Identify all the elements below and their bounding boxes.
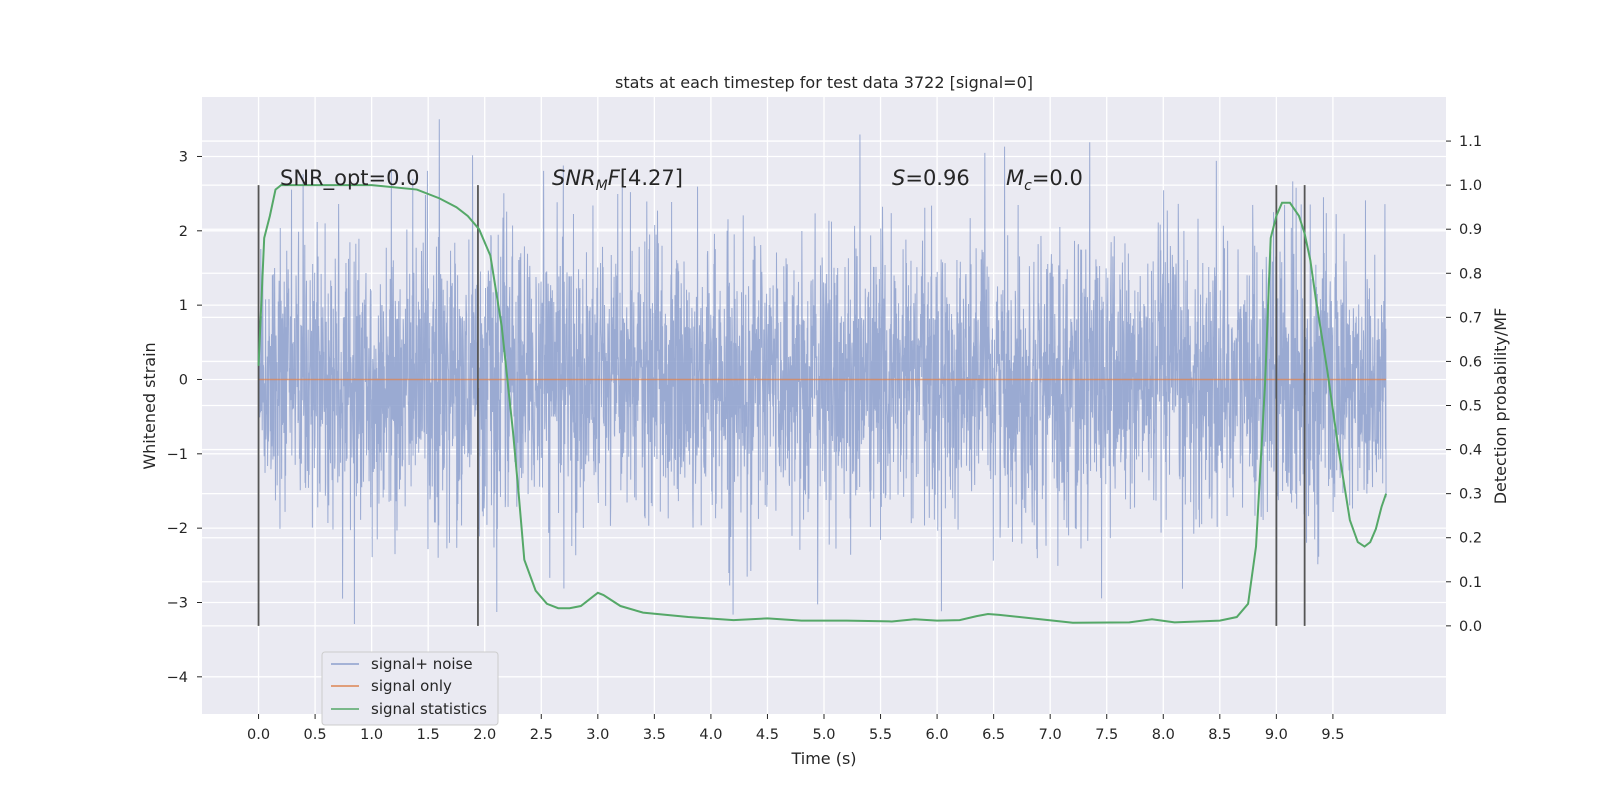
x-tick-label: 2.0 [473,727,496,743]
signal-statistics-line [257,184,1388,624]
x-tick-label: 6.5 [982,727,1005,743]
y-right-tick-label: 0.5 [1459,399,1482,415]
y-tick-label: 3 [179,149,188,165]
legend-label-signal-statistics: signal statistics [371,700,487,718]
x-tick-label: 5.0 [812,727,835,743]
y-right-tick-label: 0.7 [1459,310,1482,326]
signal-noise-series [258,119,1387,625]
signal-noise-line [258,119,1387,625]
x-tick-label: 3.0 [586,727,609,743]
x-tick-label: 1.0 [360,727,383,743]
x-tick-label: 4.5 [756,727,779,743]
y-right-tick-label: 0.1 [1459,575,1482,591]
legend-label-signal-noise: signal+ noise [371,655,473,673]
annotation-s: S=0.96 [892,166,970,190]
x-tick-label: 9.5 [1321,727,1344,743]
y-right-tick-label: 0.8 [1459,266,1482,282]
y-right-tick-label: 1.1 [1459,134,1482,150]
x-tick-label: 4.0 [699,727,722,743]
annotation-snr-mf-value: [4.27] [620,166,683,190]
y-right-tick-label: 1.0 [1459,178,1482,194]
annotation-s-value: =0.96 [905,166,969,190]
x-tick-label: 7.5 [1095,727,1118,743]
y-right-tick-label: 0.9 [1459,222,1482,238]
x-tick-label: 6.0 [926,727,949,743]
y-axis-right-label: Detection probability/MF [1491,308,1510,505]
y-tick-label: 2 [179,224,188,240]
annotation-snr-mf: SNRMF[4.27] [552,166,683,194]
y-axis-label: Whitened strain [140,342,159,469]
y-right-tick-label: 0.4 [1459,443,1482,459]
x-axis-label: Time (s) [790,749,856,768]
x-tick-label: 3.5 [643,727,666,743]
annotation-snr-opt: SNR_opt=0.0 [280,166,420,191]
y-tick-label: −3 [167,595,188,611]
y-tick-label: −4 [167,670,188,686]
y-tick-label: −2 [167,521,188,537]
x-tick-label: 5.5 [869,727,892,743]
x-tick-label: 9.0 [1265,727,1288,743]
signal-statistics-series [257,184,1388,624]
y-right-tick-label: 0.6 [1459,354,1482,370]
y-right-tick-label: 0.3 [1459,487,1482,503]
x-tick-label: 8.5 [1208,727,1231,743]
x-tick-label: 0.5 [304,727,327,743]
legend-label-signal-only: signal only [371,677,452,695]
x-tick-label: 2.5 [530,727,553,743]
x-tick-label: 0.0 [247,727,270,743]
x-tick-label: 8.0 [1152,727,1175,743]
chart-title: stats at each timestep for test data 372… [615,73,1033,92]
annotation-mc: Mc=0.0 [1006,166,1083,194]
legend: signal+ noise signal only signal statist… [321,651,499,726]
y-tick-label: −1 [167,447,188,463]
vertical-marker-layer [257,185,1306,626]
legend-box [321,651,499,726]
x-tick-label: 7.0 [1039,727,1062,743]
x-tick-label: 1.5 [417,727,440,743]
tick-label-layer: 0.0 0.5 1.0 1.5 2.0 2.5 3.0 3.5 4.0 4.5 5.0 5.5 6.0 6… [167,134,1482,743]
y-right-tick-label: 0.0 [1459,619,1482,635]
y-right-tick-label: 0.2 [1459,531,1482,547]
annotation-mc-value: =0.0 [1032,166,1083,190]
y-tick-label: 0 [179,372,188,388]
y-tick-label: 1 [179,298,188,314]
